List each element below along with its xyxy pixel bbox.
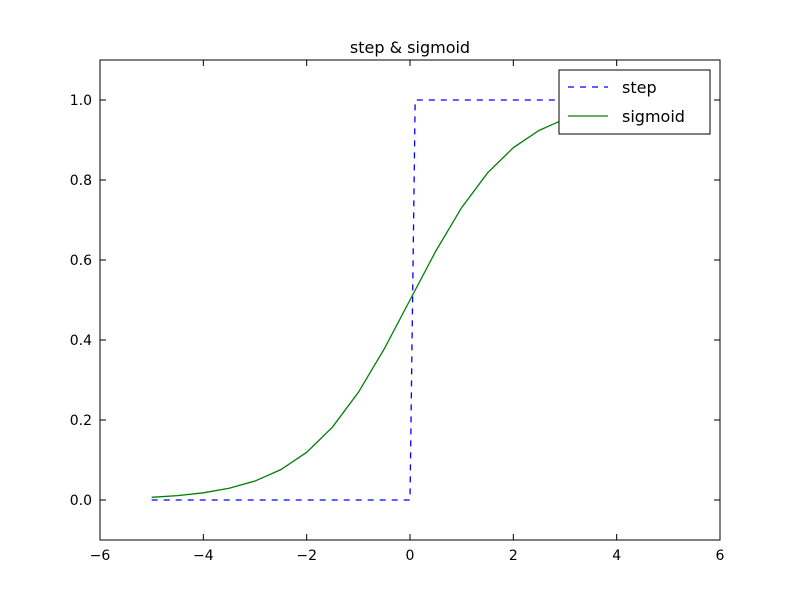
y-tick-label: 0.6 <box>70 253 92 269</box>
ticks-layer: −6 −4 −2 0 2 4 6 0.0 0.2 0.4 0.6 0.8 1.0 <box>70 60 725 564</box>
legend-box <box>558 69 711 135</box>
x-tick-label: 6 <box>716 548 725 564</box>
x-tick-label: 2 <box>509 548 518 564</box>
y-tick-label: 0.4 <box>70 333 92 349</box>
x-tick-label: −4 <box>193 548 214 564</box>
y-tick-label: 0.0 <box>70 493 92 509</box>
y-tick-label: 1.0 <box>70 93 92 109</box>
x-tick-label: 4 <box>612 548 621 564</box>
series-line-step <box>151 99 669 501</box>
y-tick-label: 0.2 <box>70 413 92 429</box>
legend: step sigmoid <box>558 69 711 135</box>
series-layer <box>151 99 669 501</box>
legend-label-step: step <box>622 78 657 97</box>
x-tick-label: −6 <box>90 548 111 564</box>
x-tick-label: −2 <box>296 548 317 564</box>
chart-title: step & sigmoid <box>350 38 470 57</box>
y-tick-label: 0.8 <box>70 173 92 189</box>
series-line-sigmoid <box>151 102 669 498</box>
x-tick-label: 0 <box>406 548 415 564</box>
legend-label-sigmoid: sigmoid <box>622 107 685 126</box>
